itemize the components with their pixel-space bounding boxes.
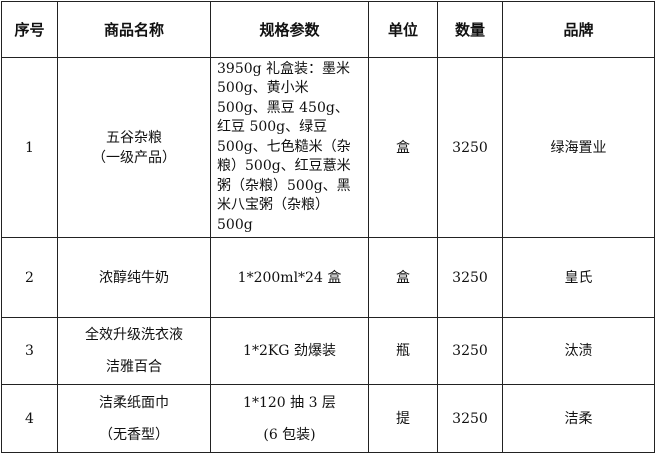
- cell-no: 4: [1, 384, 58, 453]
- cell-brand: 洁柔: [502, 384, 655, 453]
- name-line: 五谷杂粮: [106, 129, 162, 146]
- table-row: 2 浓醇纯牛奶 1*200ml*24 盒 盒 3250 皇氏: [1, 237, 655, 318]
- cell-name: 浓醇纯牛奶: [57, 237, 211, 318]
- cell-spec: 1*2KG 劲爆装: [210, 317, 369, 385]
- spec-line: (6 包装): [263, 426, 316, 443]
- name-line: （一级产品）: [92, 149, 176, 166]
- cell-name: 五谷杂粮 （一级产品）: [57, 57, 211, 238]
- cell-qty: 3250: [437, 237, 503, 318]
- header-spec: 规格参数: [210, 1, 369, 58]
- cell-brand: 绿海置业: [502, 57, 655, 238]
- cell-brand: 汰渍: [502, 317, 655, 385]
- cell-unit: 瓶: [368, 317, 438, 385]
- cell-unit: 盒: [368, 237, 438, 318]
- cell-no: 1: [1, 57, 58, 238]
- name-line: 全效升级洗衣液: [85, 327, 183, 343]
- cell-unit: 盒: [368, 57, 438, 238]
- header-no: 序号: [1, 1, 58, 58]
- cell-qty: 3250: [437, 384, 503, 453]
- header-row: 序号 商品名称 规格参数 单位 数量 品牌: [1, 1, 655, 58]
- cell-spec: 1*200ml*24 盒: [210, 237, 369, 318]
- header-name: 商品名称: [57, 1, 211, 58]
- name-line: 洁柔纸面巾: [99, 394, 169, 411]
- cell-no: 3: [1, 317, 58, 385]
- name-line: 洁雅百合: [106, 359, 162, 375]
- cell-spec: 1*120 抽 3 层 (6 包装): [210, 384, 369, 453]
- cell-name: 全效升级洗衣液 洁雅百合: [57, 317, 211, 385]
- cell-spec: 3950g 礼盒装：墨米 500g、黄小米 500g、黑豆 450g、红豆 50…: [210, 57, 369, 238]
- table-row: 4 洁柔纸面巾 （无香型） 1*120 抽 3 层 (6 包装) 提 3250 洁柔: [1, 384, 655, 453]
- table-row: 1 五谷杂粮 （一级产品） 3950g 礼盒装：墨米 500g、黄小米 500g、…: [1, 57, 655, 238]
- cell-qty: 3250: [437, 57, 503, 238]
- header-qty: 数量: [437, 1, 503, 58]
- cell-unit: 提: [368, 384, 438, 453]
- cell-qty: 3250: [437, 317, 503, 385]
- cell-no: 2: [1, 237, 58, 318]
- table-row: 3 全效升级洗衣液 洁雅百合 1*2KG 劲爆装 瓶 3250 汰渍: [1, 317, 655, 385]
- header-unit: 单位: [368, 1, 438, 58]
- header-brand: 品牌: [502, 1, 655, 58]
- name-line: （无香型）: [99, 426, 169, 443]
- spec-line: 1*120 抽 3 层: [243, 394, 336, 411]
- cell-brand: 皇氏: [502, 237, 655, 318]
- cell-name: 洁柔纸面巾 （无香型）: [57, 384, 211, 453]
